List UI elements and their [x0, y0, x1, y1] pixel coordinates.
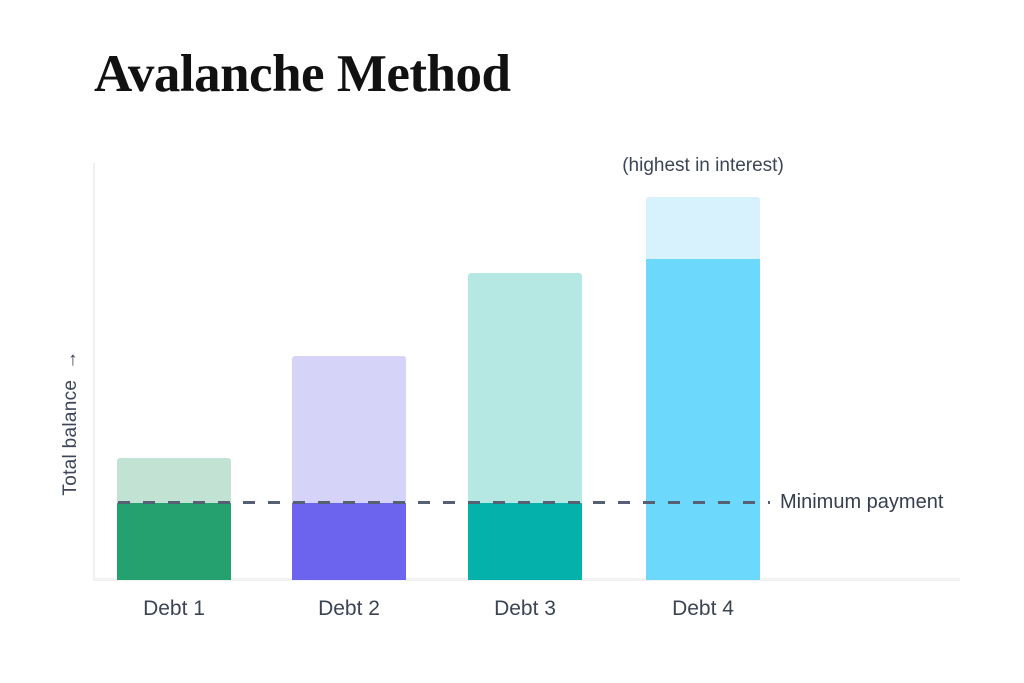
bar-4-payment-segment — [646, 258, 760, 580]
arrow-right-icon: → — [60, 350, 81, 370]
x-axis-category-label: Debt 1 — [143, 597, 205, 620]
y-axis-label: Total balance → — [60, 350, 82, 495]
x-axis-category-label: Debt 2 — [318, 597, 380, 620]
chart-title: Avalanche Method — [94, 45, 511, 103]
bar-1-remaining-segment — [117, 457, 231, 503]
highest-interest-annotation: (highest in interest) — [622, 155, 784, 176]
bar-1-payment-segment — [117, 502, 231, 580]
minimum-payment-label: Minimum payment — [780, 491, 944, 513]
bar-2-remaining-segment — [292, 356, 406, 503]
x-axis-category-label: Debt 3 — [494, 597, 556, 620]
bar-4-remaining-segment — [646, 197, 760, 259]
y-axis-label-text: Total balance — [60, 379, 81, 496]
minimum-payment-dashed-line — [118, 501, 770, 504]
x-axis-category-label: Debt 4 — [672, 597, 734, 620]
bar-3-payment-segment — [468, 502, 582, 580]
bar-3-remaining-segment — [468, 273, 582, 503]
y-axis-line — [93, 163, 95, 580]
bar-2-payment-segment — [292, 502, 406, 580]
